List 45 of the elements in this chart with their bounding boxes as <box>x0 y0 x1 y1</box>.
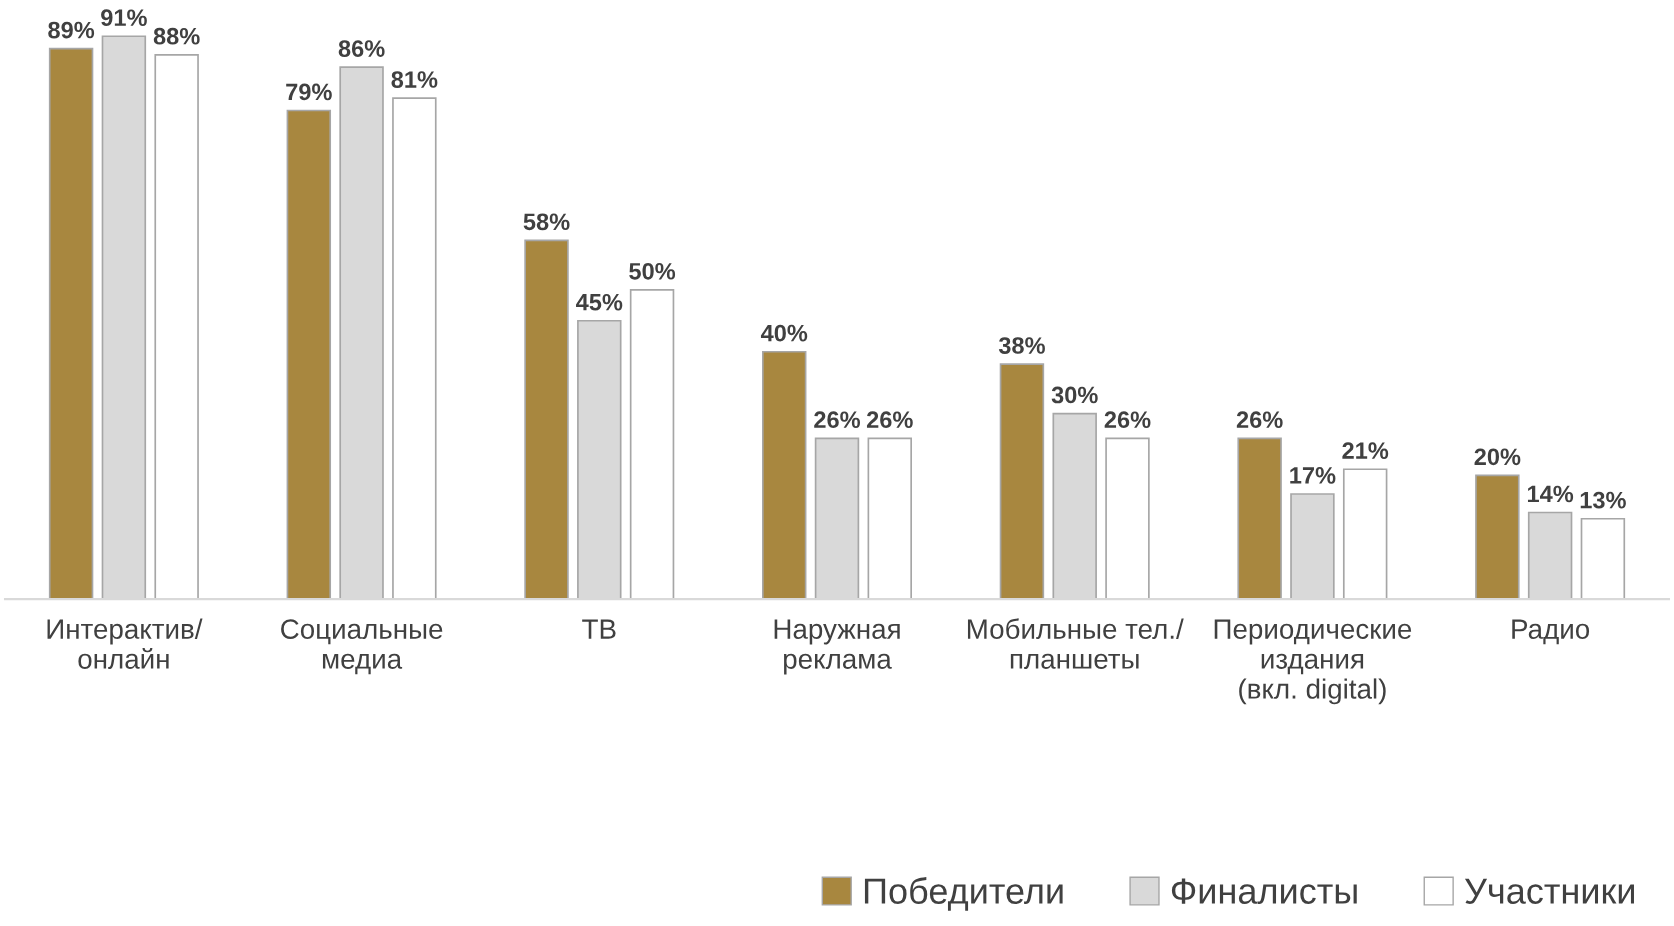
legend-label: Победители <box>864 877 1063 911</box>
x-tick-label: Социальные медиа <box>281 619 443 675</box>
data-label: 88% <box>153 27 200 45</box>
bar <box>392 97 437 600</box>
data-label: 81% <box>391 71 438 88</box>
x-tick-label: Периодические издания (вкл. digital) <box>1214 619 1412 705</box>
data-label: 45% <box>576 293 623 311</box>
bar <box>999 363 1045 600</box>
x-tick-label: Интерактив/ онлайн <box>47 618 203 669</box>
bar <box>1475 474 1520 600</box>
data-label: 38% <box>998 337 1045 354</box>
data-label: 20% <box>1474 448 1521 466</box>
data-label: 79% <box>286 83 332 101</box>
data-label: 30% <box>1051 386 1098 404</box>
bar <box>1105 437 1150 600</box>
legend-label: Финалисты <box>1171 878 1357 904</box>
data-label: 26% <box>866 411 913 429</box>
data-label: 13% <box>1580 491 1626 509</box>
data-label: 21% <box>1342 442 1389 459</box>
x-tick-label: Мобильные тел./ планшеты <box>967 618 1184 669</box>
data-label: 14% <box>1527 485 1574 503</box>
bar <box>1237 437 1282 600</box>
data-label: 58% <box>523 213 570 231</box>
data-label: 26% <box>1236 411 1283 429</box>
bar <box>762 350 807 600</box>
data-label: 89% <box>48 21 95 39</box>
bar <box>629 289 675 600</box>
bar <box>154 53 199 600</box>
legend-label: Участники <box>1464 878 1634 904</box>
x-tick-label: Наружная реклама <box>774 619 900 675</box>
bar <box>867 437 912 600</box>
bar <box>1580 517 1626 600</box>
bar <box>524 239 569 600</box>
data-label: 17% <box>1290 467 1336 484</box>
data-label: 26% <box>814 411 861 429</box>
bar <box>286 109 332 600</box>
data-label: 26% <box>1104 411 1151 429</box>
x-tick-label: ТВ <box>582 619 616 639</box>
x-tick-label: Радио <box>1512 619 1590 645</box>
data-label: 50% <box>629 262 676 280</box>
data-label: 40% <box>760 324 808 342</box>
bar <box>48 47 94 600</box>
data-label: 86% <box>338 40 385 57</box>
data-label: 91% <box>101 9 147 27</box>
bar <box>1342 468 1388 600</box>
